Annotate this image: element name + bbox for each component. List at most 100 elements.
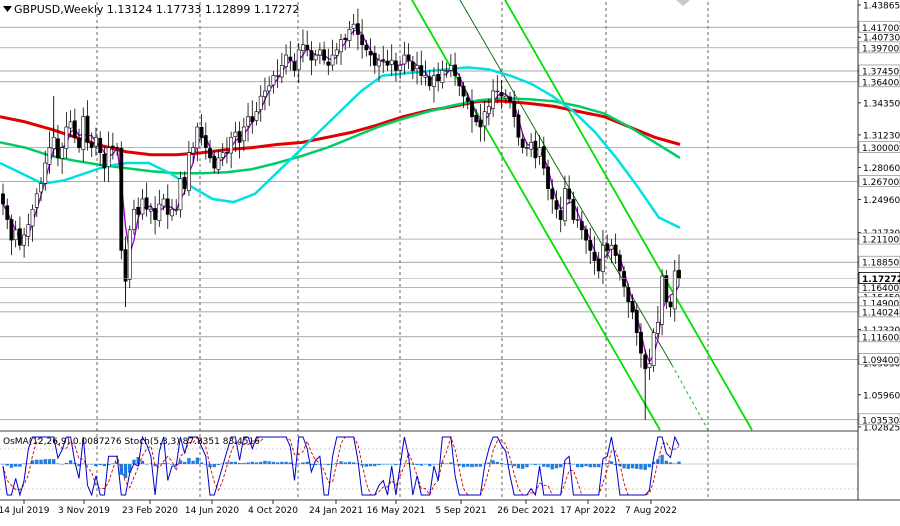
- osma-bar: [212, 464, 216, 468]
- candle-body: [322, 49, 327, 61]
- dropdown-triangle-icon[interactable]: [3, 6, 12, 12]
- candle: [579, 211, 584, 240]
- candle-body: [279, 65, 284, 78]
- candle-body: [34, 193, 39, 208]
- candle-body: [546, 166, 550, 189]
- candle-body: [651, 332, 656, 366]
- candle: [136, 197, 141, 230]
- osma-bar: [643, 464, 647, 470]
- osma-bar: [77, 464, 81, 467]
- osma-bar: [64, 462, 69, 464]
- candle: [626, 283, 631, 318]
- candle-body: [457, 76, 462, 87]
- osma-bar: [81, 463, 85, 464]
- candle: [292, 53, 297, 77]
- osma-bar: [225, 462, 229, 464]
- osma-bar: [415, 464, 419, 466]
- candle: [199, 113, 204, 146]
- candle: [470, 89, 474, 133]
- candle: [508, 92, 512, 109]
- osma-bar: [85, 464, 90, 465]
- osma-bar: [537, 464, 542, 465]
- time-tick-label: 16 May 2021: [367, 506, 426, 516]
- candle: [491, 79, 496, 117]
- candle: [486, 98, 491, 126]
- candle-body: [668, 301, 673, 308]
- candle: [634, 303, 639, 346]
- candle-body: [326, 61, 331, 66]
- candles: [1, 8, 681, 420]
- candle-body: [284, 54, 288, 67]
- time-tick-label: 7 Aug 2022: [625, 506, 677, 516]
- candle: [571, 191, 576, 224]
- candle: [72, 108, 77, 144]
- candle: [317, 42, 322, 65]
- candle-body: [423, 75, 428, 78]
- candle: [453, 52, 457, 86]
- osma-bar: [106, 464, 111, 466]
- osma-bar: [605, 462, 609, 464]
- candle: [330, 39, 335, 71]
- time-tick-label: 23 Feb 2020: [122, 506, 178, 516]
- candle-body: [499, 92, 504, 97]
- osma-bar: [123, 464, 128, 478]
- candle: [9, 214, 14, 256]
- candle: [461, 81, 466, 108]
- osma-bar: [635, 464, 639, 469]
- candle-body: [448, 65, 453, 71]
- candle: [601, 229, 605, 285]
- candle-body: [208, 148, 212, 159]
- osma-bar: [368, 464, 373, 467]
- time-tick-label: 4 Oct 2020: [248, 506, 298, 516]
- osma-bar: [5, 464, 9, 466]
- candle: [284, 44, 288, 75]
- candle: [482, 100, 487, 142]
- candle-body: [5, 205, 10, 220]
- candle: [246, 102, 250, 142]
- osma-bar: [622, 464, 626, 469]
- osma-bar: [647, 464, 652, 468]
- osma-bar: [668, 462, 673, 464]
- level-label: 1.09400: [862, 356, 899, 366]
- osma-bar: [140, 460, 145, 464]
- candle: [520, 133, 525, 154]
- candle-body: [664, 275, 669, 303]
- level-label-box: [858, 330, 900, 343]
- osma-bar: [385, 464, 390, 465]
- osma-bar: [30, 460, 35, 464]
- candle: [5, 198, 10, 230]
- time-tick-label: 3 Nov 2019: [58, 506, 110, 516]
- osma-bar: [288, 462, 292, 464]
- osma-bar: [428, 464, 432, 467]
- candle: [13, 220, 18, 248]
- candle-body: [305, 44, 310, 51]
- candle-body: [187, 152, 191, 192]
- osma-bar: [436, 464, 440, 465]
- osma-bar: [182, 461, 187, 464]
- candle: [106, 131, 111, 183]
- level-label: 1.18850: [862, 259, 899, 269]
- candle-body: [575, 219, 580, 221]
- candle-body: [516, 114, 521, 138]
- level-label-box: [858, 232, 900, 245]
- candle: [43, 150, 48, 191]
- symbol-ohlc-label: GBPUSD,Weekly 1.13124 1.17733 1.12899 1.…: [14, 3, 299, 16]
- candle-body: [85, 115, 90, 143]
- osma-bar: [512, 464, 516, 467]
- candle-body: [465, 97, 470, 102]
- osma-bar: [432, 464, 436, 465]
- candle: [56, 125, 60, 167]
- candle-body: [309, 50, 314, 61]
- osma-bar: [115, 461, 119, 464]
- candle-body: [47, 147, 52, 165]
- candle-body: [203, 135, 208, 148]
- candle: [596, 251, 601, 279]
- candle-body: [406, 54, 411, 61]
- osma-bar: [508, 464, 512, 466]
- candle-body: [588, 240, 593, 251]
- candle-body: [385, 60, 390, 66]
- candle-body: [127, 229, 132, 280]
- candle: [389, 44, 394, 77]
- candle-body: [639, 331, 643, 354]
